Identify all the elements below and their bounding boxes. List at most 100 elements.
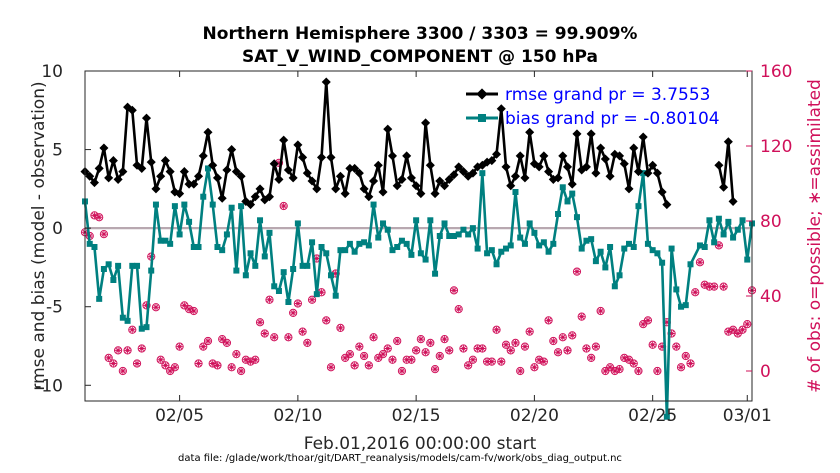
bias-point xyxy=(611,283,618,290)
bias-point xyxy=(583,237,590,244)
bias-point xyxy=(517,234,524,241)
bias-point xyxy=(398,237,405,244)
bias-point xyxy=(337,247,344,254)
obs-count-point xyxy=(506,346,515,355)
rmse-point xyxy=(108,156,118,166)
bias-point xyxy=(115,262,122,269)
obs-count-point xyxy=(341,353,350,362)
obs-count-point xyxy=(289,308,298,317)
bias-point xyxy=(455,231,462,238)
obs-count-point xyxy=(686,359,695,368)
bias-point xyxy=(555,211,562,217)
rmse-point xyxy=(137,163,147,173)
bias-point xyxy=(654,250,661,257)
bias-point xyxy=(91,244,98,250)
bias-point xyxy=(715,215,722,222)
bias-point xyxy=(469,225,476,232)
obs-count-point xyxy=(497,357,506,366)
obs-count-point xyxy=(454,305,463,314)
bias-point xyxy=(361,239,368,246)
bias-point xyxy=(465,231,472,238)
bias-point xyxy=(313,291,320,298)
x-tick-label: 02/20 xyxy=(510,406,559,426)
obs-count-point xyxy=(710,282,719,291)
bias-point xyxy=(503,245,510,252)
obs-count-point xyxy=(445,346,454,355)
x-tick-label: 02/10 xyxy=(273,406,322,426)
bias-point xyxy=(616,272,623,279)
rmse-point xyxy=(151,184,161,194)
bias-point xyxy=(659,259,666,266)
bias-point xyxy=(739,217,746,224)
obs-count-point xyxy=(440,335,449,344)
bias-point xyxy=(223,231,230,238)
rmse-point xyxy=(430,189,440,199)
rmse-point xyxy=(425,160,435,170)
obs-count-point xyxy=(487,357,496,366)
bias-point xyxy=(540,239,547,246)
bias-point xyxy=(86,240,93,247)
bias-point xyxy=(389,247,396,254)
bias-point xyxy=(564,198,571,205)
bias-point xyxy=(285,299,292,305)
obs-count-point xyxy=(99,230,109,239)
obs-count-point xyxy=(132,359,142,368)
bias-point xyxy=(290,266,297,272)
obs-count-point xyxy=(218,335,227,344)
obs-count-point xyxy=(558,333,567,342)
obs-count-point xyxy=(672,342,681,351)
bias-point xyxy=(143,324,150,331)
bias-point xyxy=(152,201,159,208)
obs-count-point xyxy=(383,344,392,353)
obs-count-point xyxy=(189,306,198,316)
obs-count-point xyxy=(714,241,723,250)
bias-point xyxy=(162,237,169,244)
bias-point xyxy=(181,201,188,208)
obs-count-point xyxy=(733,329,742,338)
bias-point xyxy=(280,269,287,276)
rmse-point xyxy=(184,179,194,189)
obs-count-point xyxy=(416,335,425,344)
rmse-point xyxy=(94,163,104,173)
obs-count-point xyxy=(596,306,605,316)
bias-point xyxy=(186,218,193,225)
obs-count-point xyxy=(184,305,194,314)
obs-count-point xyxy=(639,320,648,329)
bias-point xyxy=(214,244,221,250)
bias-point xyxy=(507,242,514,249)
bias-point xyxy=(644,240,651,247)
obs-count-point xyxy=(681,351,690,361)
obs-count-point xyxy=(246,357,255,366)
rmse-point xyxy=(657,187,667,197)
obs-count-point xyxy=(109,359,118,368)
y-tick-label: 0 xyxy=(52,219,63,239)
obs-count-point xyxy=(208,359,217,368)
x-tick-label: 02/15 xyxy=(392,406,441,426)
obs-count-point xyxy=(459,344,468,353)
bias-point xyxy=(630,244,637,250)
obs-count-point xyxy=(393,336,402,346)
bias-point xyxy=(512,189,519,195)
bias-point xyxy=(257,217,264,224)
bias-point xyxy=(678,303,685,310)
bias-point xyxy=(592,258,599,265)
rmse-point xyxy=(326,152,336,162)
bias-point xyxy=(190,244,197,250)
rmse-point xyxy=(175,189,185,199)
rmse-point xyxy=(113,174,123,184)
rmse-point xyxy=(369,176,379,186)
y-tick-label: 10 xyxy=(41,62,63,82)
bias-point xyxy=(204,165,211,172)
obs-count-point xyxy=(615,365,624,374)
obs-count-point xyxy=(449,286,459,295)
rmse-point xyxy=(468,168,478,178)
y2-tick-label: 40 xyxy=(760,287,782,307)
obs-count-point xyxy=(241,355,250,364)
obs-count-point xyxy=(620,353,629,362)
bias-point xyxy=(351,248,358,255)
obs-count-point xyxy=(695,258,705,267)
bias-point xyxy=(432,270,439,277)
rmse-point xyxy=(250,192,260,202)
bias-point xyxy=(110,277,117,283)
